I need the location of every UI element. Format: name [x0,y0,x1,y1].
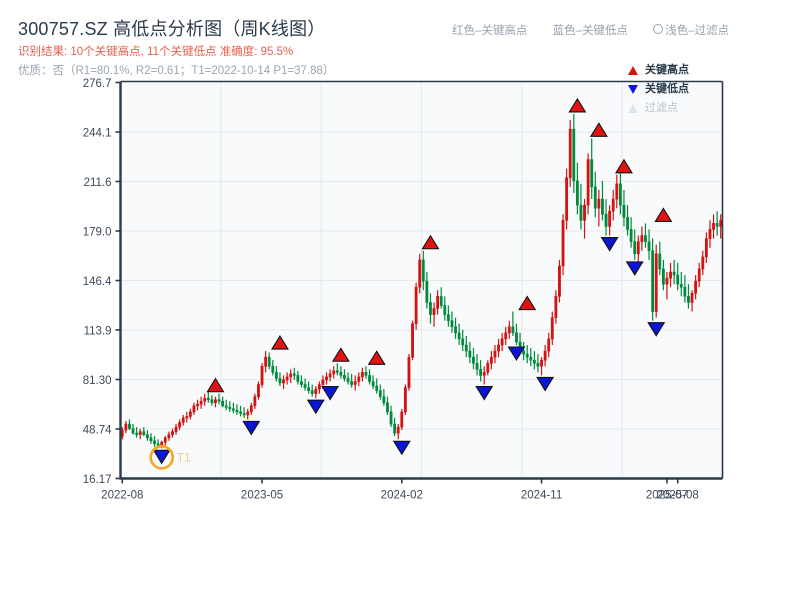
color-key-filtered-label: 浅色–过滤点 [665,25,730,37]
page-title: 300757.SZ 高低点分析图（周K线图） [18,19,326,39]
legend-item-key-low[interactable]: 关键低点 [628,80,689,99]
x-axis-tick-label: 2022-08 [101,490,143,502]
y-axis-tick-label: 48.74 [83,424,112,436]
quality-metrics-text: 优质：否（R1=80.1%, R2=0.61；T1=2022-10-14 P1=… [18,65,335,77]
y-axis-tick-label: 113.9 [84,325,112,337]
legend-item-filtered[interactable]: 过滤点 [628,99,689,118]
y-axis-tick-label: 244.1 [83,128,112,140]
y-axis-tick-label: 81.30 [83,375,112,387]
color-key-high: 红色–关键高点 [452,25,528,37]
color-key-filtered: 浅色–过滤点 [653,24,730,37]
t1-annotation-label: T1 [177,450,191,464]
triangle-up-hollow-icon [628,104,638,113]
legend-label-key-low: 关键低点 [645,83,689,95]
triangle-down-blue-icon [628,85,638,94]
recognition-result-text: 识别结果: 10个关键高点, 11个关键低点 准确度: 95.5% [18,46,294,58]
legend-label-key-high: 关键高点 [645,64,689,76]
circle-outline-icon [653,24,664,34]
x-axis-tick-label: 2024-11 [521,490,562,502]
x-axis-tick-label: 2025-07 [646,490,688,502]
series-legend: 关键高点 关键低点 过滤点 [628,61,689,118]
x-axis-tick-label: 2023-05 [241,490,283,502]
legend-label-filtered: 过滤点 [645,102,678,114]
legend-item-key-high[interactable]: 关键高点 [628,61,689,80]
x-axis-tick-label: 2024-02 [381,490,423,502]
triangle-up-red-icon [628,66,638,75]
y-axis-tick-label: 179.0 [83,227,112,239]
y-axis-tick-label: 211.6 [84,177,112,189]
y-axis-tick-label: 146.4 [83,276,112,288]
color-key-legend: 红色–关键高点 蓝色–关键低点 浅色–过滤点 [452,22,729,38]
y-axis-tick-label: 16.17 [83,474,112,486]
x-axis-tick-label: 2025-08 [657,490,699,502]
color-key-low: 蓝色–关键低点 [552,25,629,37]
y-axis-tick-label: 276.7 [83,78,112,90]
